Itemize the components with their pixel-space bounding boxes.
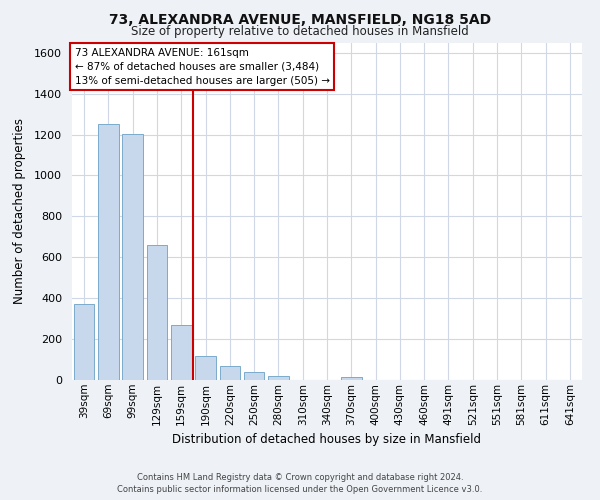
Bar	[171, 325, 191, 380]
Bar	[341, 377, 362, 380]
Text: 73, ALEXANDRA AVENUE, MANSFIELD, NG18 5AD: 73, ALEXANDRA AVENUE, MANSFIELD, NG18 5A…	[109, 12, 491, 26]
Text: Contains HM Land Registry data © Crown copyright and database right 2024.
Contai: Contains HM Land Registry data © Crown c…	[118, 472, 482, 494]
Bar	[220, 366, 240, 380]
X-axis label: Distribution of detached houses by size in Mansfield: Distribution of detached houses by size …	[173, 433, 482, 446]
Y-axis label: Number of detached properties: Number of detached properties	[13, 118, 26, 304]
Bar	[195, 356, 216, 380]
Bar	[244, 372, 265, 380]
Text: Size of property relative to detached houses in Mansfield: Size of property relative to detached ho…	[131, 25, 469, 38]
Bar	[98, 124, 119, 380]
Bar	[74, 304, 94, 380]
Bar	[122, 134, 143, 380]
Bar	[268, 376, 289, 380]
Text: 73 ALEXANDRA AVENUE: 161sqm
← 87% of detached houses are smaller (3,484)
13% of : 73 ALEXANDRA AVENUE: 161sqm ← 87% of det…	[74, 48, 329, 86]
Bar	[146, 245, 167, 380]
